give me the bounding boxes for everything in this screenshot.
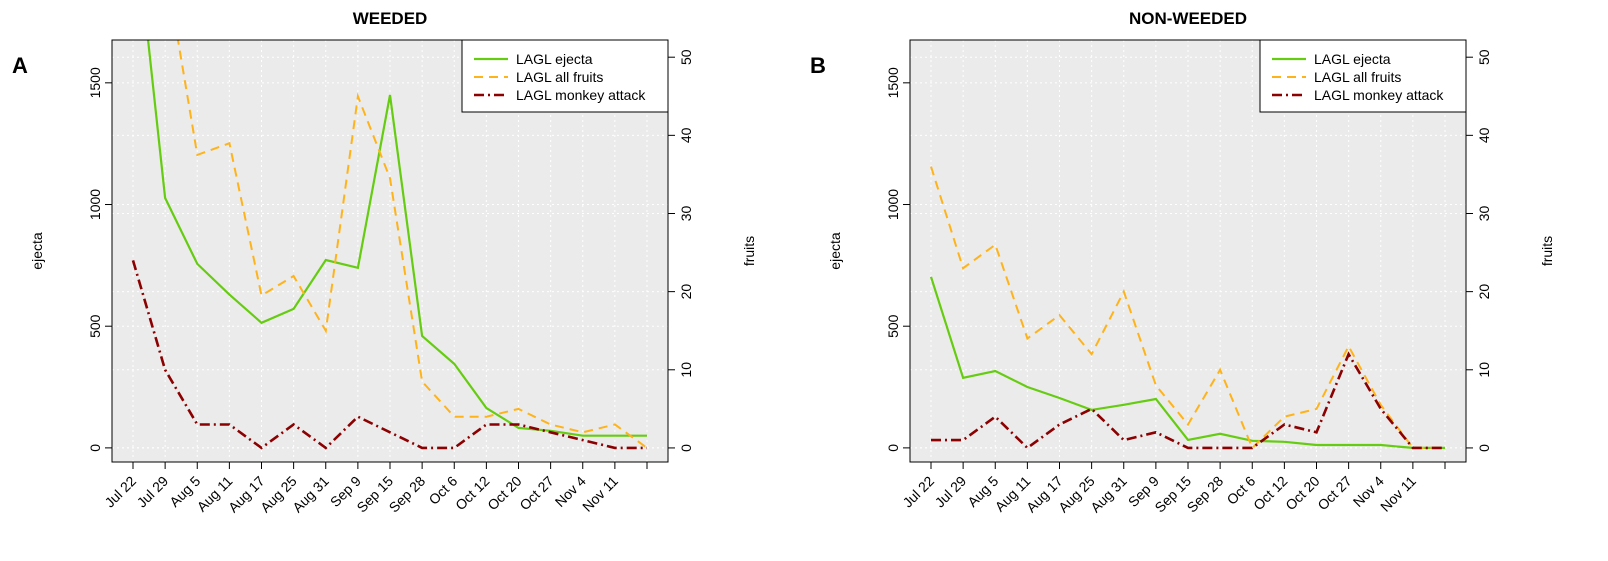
series-line	[131, 260, 647, 450]
x-tick-label: Oct 12	[452, 473, 493, 514]
y2-tick-label: 30	[1476, 205, 1492, 221]
series-line	[146, 40, 647, 437]
x-tick-label: Oct 27	[1314, 473, 1355, 514]
x-tick-label: Oct 27	[516, 473, 557, 514]
series-line	[929, 276, 1445, 449]
x-tick-label: Oct 12	[1250, 473, 1291, 514]
legend-label: LAGL all fruits	[516, 69, 603, 85]
legend-label: LAGL monkey attack	[1314, 87, 1444, 103]
panel-label: A	[12, 53, 28, 78]
legend-label: LAGL all fruits	[1314, 69, 1401, 85]
y2-tick-label: 20	[678, 284, 694, 300]
y2-tick-label: 50	[678, 49, 694, 65]
series-line	[930, 166, 1445, 450]
chart-title: NON-WEEDED	[1129, 9, 1247, 28]
legend-label: LAGL monkey attack	[516, 87, 646, 103]
series-line	[931, 351, 1445, 450]
y-tick-label: 500	[885, 314, 901, 338]
y-tick-label: 0	[87, 444, 103, 452]
y2-tick-label: 50	[1476, 49, 1492, 65]
x-tick-label: Oct 20	[484, 473, 525, 514]
x-tick-label: Jul 29	[134, 473, 172, 511]
x-tick-label: Oct 20	[1282, 473, 1323, 514]
y2-tick-label: 10	[678, 362, 694, 378]
y-tick-label: 1000	[87, 189, 103, 220]
y2-axis-label: fruits	[1539, 236, 1555, 266]
y-axis-label: ejecta	[827, 232, 843, 270]
legend-label: LAGL ejecta	[1314, 51, 1391, 67]
y-tick-label: 0	[885, 444, 901, 452]
x-tick-label: Jul 22	[899, 473, 937, 511]
y2-tick-label: 20	[1476, 284, 1492, 300]
y2-tick-label: 40	[678, 127, 694, 143]
y2-tick-label: 0	[678, 444, 694, 452]
chart-title: WEEDED	[353, 9, 428, 28]
y2-axis-label: fruits	[741, 236, 757, 266]
x-tick-label: Aug 31	[289, 473, 332, 516]
panel-label: B	[810, 53, 826, 78]
y2-tick-label: 30	[678, 205, 694, 221]
y2-tick-label: 10	[1476, 362, 1492, 378]
x-tick-label: Nov 11	[579, 473, 621, 515]
y2-tick-label: 40	[1476, 127, 1492, 143]
y-tick-label: 1500	[87, 67, 103, 98]
y-axis-label: ejecta	[29, 232, 45, 270]
plot-lines	[131, 40, 648, 450]
y2-tick-label: 0	[1476, 444, 1492, 452]
x-tick-label: Sep 28	[1184, 473, 1227, 516]
x-tick-label: Aug 31	[1087, 473, 1130, 516]
x-tick-label: Jul 22	[101, 473, 139, 511]
legend-label: LAGL ejecta	[516, 51, 593, 67]
x-tick-label: Nov 11	[1377, 473, 1419, 515]
x-tick-label: Jul 29	[932, 473, 970, 511]
y-tick-label: 1500	[885, 67, 901, 98]
plot-lines	[929, 166, 1445, 450]
series-line	[176, 40, 648, 449]
x-tick-label: Sep 28	[386, 473, 429, 516]
y-tick-label: 500	[87, 314, 103, 338]
y-tick-label: 1000	[885, 189, 901, 220]
